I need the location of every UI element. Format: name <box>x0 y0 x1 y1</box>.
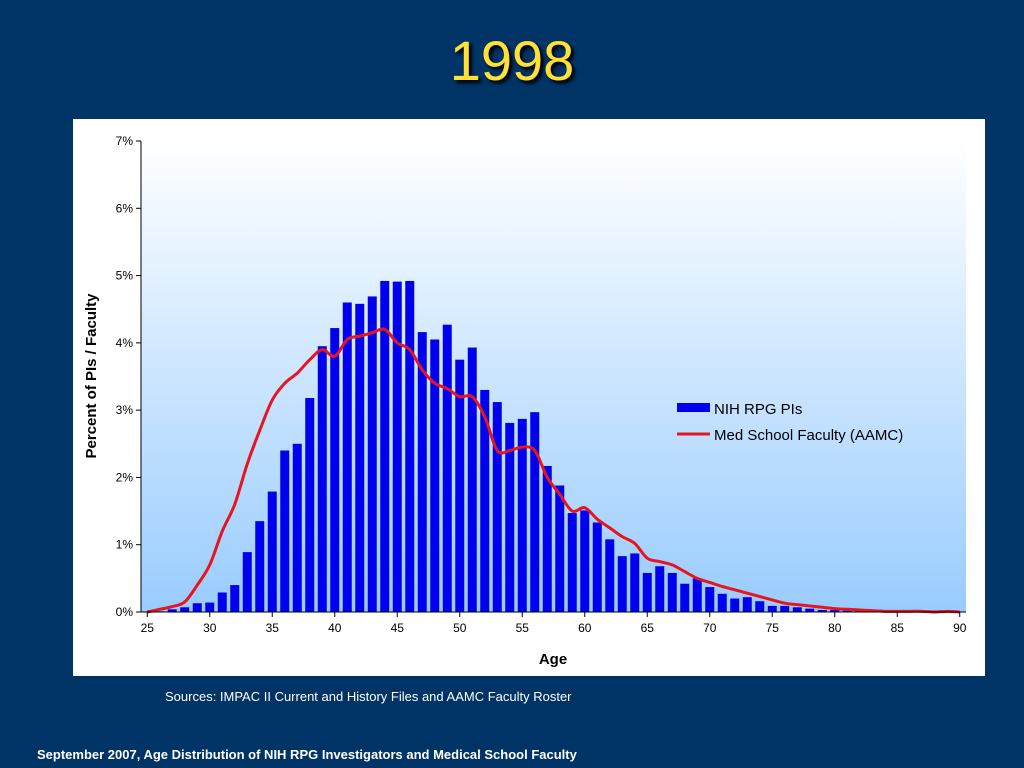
bar-age-47 <box>417 332 427 612</box>
bar-age-57 <box>542 465 552 612</box>
y-tick-label: 0% <box>116 605 134 619</box>
bar-age-48 <box>430 339 440 612</box>
chart-panel: 0% 1% 2% 3% 4% 5% 6% 7% 25 30 35 40 45 50 55 60 65 70 75 80… <box>73 119 985 676</box>
line-layer <box>146 327 960 614</box>
bar-age-74 <box>755 601 765 612</box>
y-axis-title: Percent of PIs / Faculty <box>83 293 100 459</box>
legend-label-aamc: Med School Faculty (AAMC) <box>714 427 903 444</box>
bar-age-58 <box>555 485 565 612</box>
age-distribution-chart: 0% 1% 2% 3% 4% 5% 6% 7% 25 30 35 40 45 50 55 60 65 70 75 80… <box>83 134 967 668</box>
bar-age-39 <box>317 346 327 612</box>
y-tick-label: 4% <box>116 336 134 350</box>
bar-age-81 <box>842 610 852 612</box>
y-tick-label: 3% <box>116 403 134 417</box>
x-tick-label: 45 <box>391 621 405 635</box>
x-tick-label: 65 <box>641 621 655 635</box>
plot-area <box>141 141 966 612</box>
bar-age-63 <box>617 556 627 612</box>
bar-age-62 <box>605 539 615 612</box>
bar-age-29 <box>192 603 202 612</box>
x-tick-label: 80 <box>828 621 842 635</box>
x-tick-label: 60 <box>578 621 592 635</box>
bar-age-79 <box>817 609 827 612</box>
bar-age-30 <box>205 602 215 612</box>
x-tick-label: 50 <box>453 621 467 635</box>
x-tick-label: 40 <box>328 621 342 635</box>
bar-age-72 <box>730 598 740 612</box>
y-tick-label: 7% <box>116 134 134 148</box>
bar-age-64 <box>630 553 640 612</box>
axes-layer: 0% 1% 2% 3% 4% 5% 6% 7% 25 30 35 40 45 50 55 60 65 70 75 80… <box>116 134 967 635</box>
bar-age-78 <box>805 608 815 612</box>
x-tick-label: 90 <box>953 621 967 635</box>
bar-age-40 <box>330 328 340 612</box>
bar-age-37 <box>292 443 302 612</box>
slide-title: 1998 <box>449 29 575 92</box>
bar-age-66 <box>655 566 665 612</box>
bar-age-43 <box>367 296 377 612</box>
bar-age-67 <box>667 572 677 612</box>
bar-age-71 <box>717 593 727 612</box>
bar-age-52 <box>480 389 490 612</box>
bar-age-55 <box>517 418 527 612</box>
y-tick-label: 5% <box>116 269 134 283</box>
bar-age-27 <box>167 609 177 612</box>
bar-age-34 <box>255 521 265 612</box>
bars-layer <box>155 280 915 612</box>
bar-age-61 <box>592 522 602 612</box>
bar-age-50 <box>455 359 465 612</box>
footer-caption: September 2007, Age Distribution of NIH … <box>37 747 577 762</box>
y-tick-label: 1% <box>116 538 134 552</box>
bar-age-53 <box>492 402 502 612</box>
x-tick-label: 70 <box>703 621 717 635</box>
bar-age-75 <box>767 605 777 612</box>
y-tick-label: 2% <box>116 470 134 484</box>
bar-age-46 <box>405 280 415 612</box>
bar-age-70 <box>705 587 715 612</box>
bar-age-31 <box>217 592 227 612</box>
y-tick-label: 6% <box>116 201 134 215</box>
x-tick-label: 75 <box>766 621 780 635</box>
x-axis-title: Age <box>539 651 567 668</box>
bar-age-44 <box>380 280 390 612</box>
bar-age-41 <box>342 302 352 612</box>
x-tick-label: 25 <box>141 621 155 635</box>
bar-age-42 <box>355 303 365 612</box>
x-tick-label: 85 <box>891 621 905 635</box>
bar-age-73 <box>742 597 752 612</box>
bar-age-77 <box>792 607 802 612</box>
bar-age-36 <box>280 450 290 612</box>
bar-age-51 <box>467 347 477 612</box>
x-tick-label: 35 <box>266 621 280 635</box>
bar-age-32 <box>230 585 240 612</box>
bar-age-45 <box>392 281 402 612</box>
bar-age-28 <box>180 607 190 612</box>
bar-age-60 <box>580 510 590 612</box>
bar-age-68 <box>680 583 690 612</box>
line-med-school-faculty <box>146 327 960 614</box>
bar-age-56 <box>530 412 540 612</box>
bar-age-35 <box>267 491 277 612</box>
x-tick-label: 55 <box>516 621 530 635</box>
legend: NIH RPG PIs Med School Faculty (AAMC) <box>677 401 903 444</box>
x-tick-label: 30 <box>203 621 217 635</box>
legend-bar-swatch <box>677 403 710 412</box>
legend-label-nih: NIH RPG PIs <box>714 401 802 418</box>
bar-age-38 <box>305 398 315 612</box>
bar-age-49 <box>442 324 452 612</box>
bar-age-76 <box>780 605 790 612</box>
bar-age-69 <box>692 578 702 612</box>
bar-age-65 <box>642 572 652 612</box>
bar-age-33 <box>242 552 252 612</box>
sources-note: Sources: IMPAC II Current and History Fi… <box>165 689 572 704</box>
bar-age-80 <box>830 609 840 612</box>
bar-age-59 <box>567 513 577 612</box>
bar-age-54 <box>505 422 515 612</box>
